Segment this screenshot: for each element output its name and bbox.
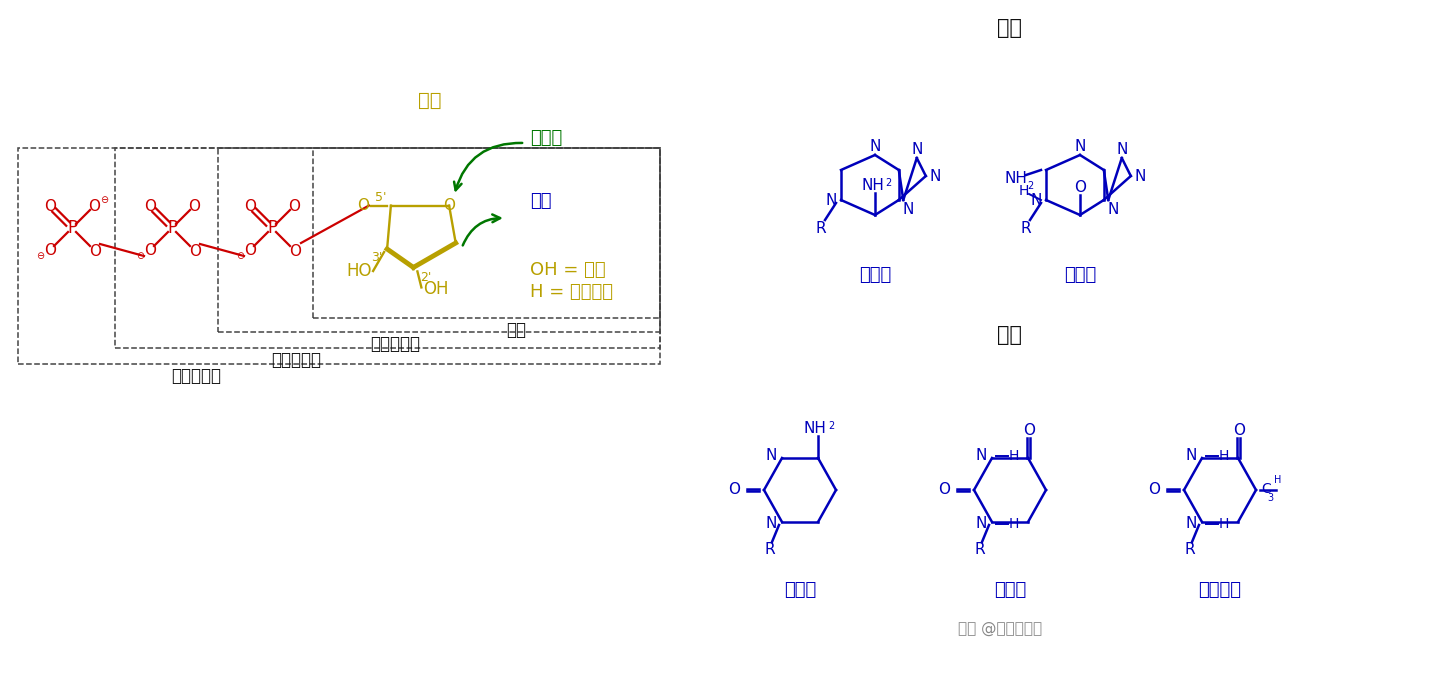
Text: HO: HO <box>347 262 372 280</box>
Text: O: O <box>729 482 740 498</box>
Text: 戊糖: 戊糖 <box>418 91 442 109</box>
Text: H: H <box>1020 184 1030 198</box>
Text: H = 脱氧核糖: H = 脱氧核糖 <box>530 283 613 301</box>
Text: N: N <box>1107 202 1119 216</box>
Text: O: O <box>444 198 455 213</box>
Text: 核苷三磷酸: 核苷三磷酸 <box>171 367 220 385</box>
Text: 3: 3 <box>1267 493 1273 503</box>
Text: NH: NH <box>861 178 884 193</box>
Text: 腺嘘咚: 腺嘘咚 <box>858 266 891 284</box>
Text: ⊖: ⊖ <box>135 251 144 261</box>
FancyArrowPatch shape <box>454 143 523 190</box>
Text: O: O <box>937 482 950 498</box>
Text: N: N <box>765 516 776 531</box>
Text: H: H <box>1009 449 1020 463</box>
Text: O: O <box>289 243 301 258</box>
Text: R: R <box>975 542 985 558</box>
Text: 2': 2' <box>419 271 431 284</box>
Text: O: O <box>288 198 300 214</box>
Text: O: O <box>45 198 56 214</box>
Text: H: H <box>1218 449 1230 463</box>
Text: N: N <box>975 448 986 464</box>
Text: 胞嘘啶: 胞嘘啶 <box>783 581 816 599</box>
Text: O: O <box>1233 422 1246 437</box>
Text: 嘘咚: 嘘咚 <box>998 18 1022 38</box>
Text: O: O <box>189 198 200 214</box>
Text: O: O <box>243 198 256 214</box>
Text: 2: 2 <box>884 178 891 188</box>
Text: O: O <box>45 243 56 258</box>
Text: 核苷二磷酸: 核苷二磷酸 <box>271 351 321 369</box>
Text: ⊖: ⊖ <box>99 195 108 205</box>
Text: OH: OH <box>423 281 448 299</box>
Text: O: O <box>89 243 101 258</box>
Text: C: C <box>1261 482 1272 496</box>
Text: N: N <box>1185 448 1197 464</box>
Text: R: R <box>815 220 827 236</box>
Text: P: P <box>66 219 78 237</box>
Text: N: N <box>975 516 986 531</box>
Text: N: N <box>1074 138 1086 153</box>
Text: H: H <box>1009 517 1020 531</box>
Text: R: R <box>765 542 775 558</box>
Text: N: N <box>1030 193 1041 207</box>
Text: 2: 2 <box>1027 181 1032 191</box>
Text: 5': 5' <box>376 191 387 204</box>
Text: H: H <box>1274 475 1282 485</box>
Text: N: N <box>870 138 881 153</box>
Text: N: N <box>912 142 923 156</box>
Text: ⊖: ⊖ <box>236 251 243 261</box>
Text: O: O <box>1148 482 1161 498</box>
Text: 尿嘘啶: 尿嘘啶 <box>994 581 1027 599</box>
Text: N: N <box>1185 516 1197 531</box>
Text: NH: NH <box>804 421 827 435</box>
Text: N: N <box>825 193 837 207</box>
Text: N: N <box>903 202 914 216</box>
Text: O: O <box>1074 180 1086 194</box>
Text: OH = 核糖: OH = 核糖 <box>530 261 606 279</box>
Text: O: O <box>88 198 99 214</box>
Bar <box>17 148 660 364</box>
Text: 糖苷锐: 糖苷锐 <box>530 129 562 147</box>
Text: 核苷: 核苷 <box>505 321 526 339</box>
Text: 2: 2 <box>828 421 834 431</box>
Text: H: H <box>1218 517 1230 531</box>
Text: 碎基: 碎基 <box>530 192 552 210</box>
Bar <box>217 148 660 332</box>
Text: P: P <box>266 219 276 237</box>
Text: O: O <box>189 243 202 258</box>
Text: 胸腺嘘啶: 胸腺嘘啶 <box>1198 581 1241 599</box>
Text: O: O <box>1022 422 1035 437</box>
Text: ⊖: ⊖ <box>36 251 45 261</box>
Text: N: N <box>1116 142 1128 156</box>
Bar <box>312 148 660 318</box>
Text: R: R <box>1021 220 1031 236</box>
Text: O: O <box>243 243 256 258</box>
Text: N: N <box>765 448 776 464</box>
Text: 知乎 @人性的游戏: 知乎 @人性的游戏 <box>958 621 1043 636</box>
Text: 3': 3' <box>372 251 383 263</box>
Text: N: N <box>1135 169 1145 184</box>
Text: N: N <box>929 169 940 184</box>
Text: R: R <box>1185 542 1195 558</box>
Text: NH: NH <box>1005 171 1027 185</box>
FancyArrowPatch shape <box>462 214 500 245</box>
Text: O: O <box>144 243 156 258</box>
Bar <box>115 148 660 348</box>
Text: P: P <box>167 219 177 237</box>
Text: O: O <box>357 198 369 213</box>
Text: O: O <box>144 198 156 214</box>
Text: 嘘啶: 嘘啶 <box>998 325 1022 345</box>
Text: 核苷一磷酸: 核苷一磷酸 <box>370 335 420 353</box>
Text: 鸟嘘咚: 鸟嘘咚 <box>1064 266 1096 284</box>
